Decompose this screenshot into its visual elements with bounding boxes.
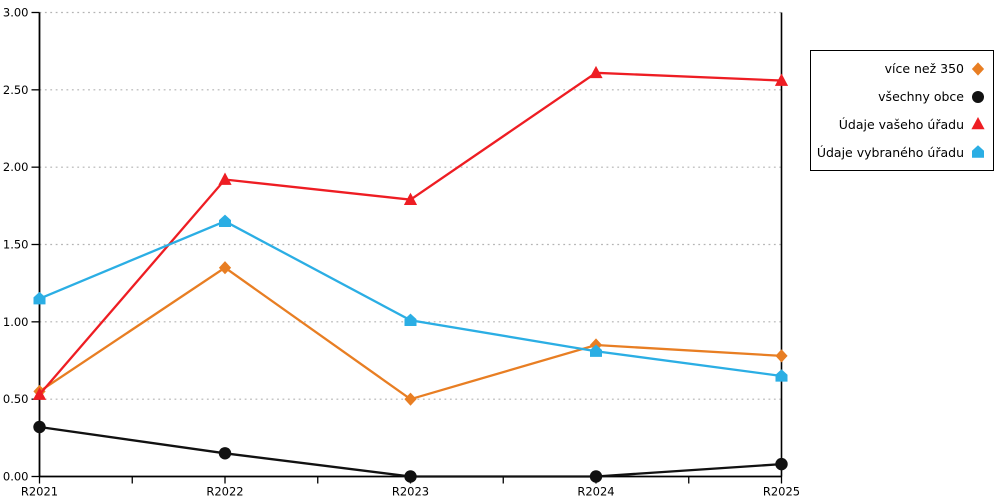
x-tick-label: R2025: [763, 485, 800, 499]
legend-label: Údaje vybraného úřadu: [816, 144, 964, 160]
data-point-triangle: [403, 192, 418, 205]
data-point-pentagon: [775, 369, 788, 382]
legend-item-vice-nez-350: více než 350: [815, 61, 985, 76]
y-tick-label: 2.50: [3, 83, 29, 97]
data-point-diamond: [775, 349, 788, 363]
x-tick-label: R2022: [206, 485, 243, 499]
y-tick-label: 1.00: [3, 315, 29, 329]
data-point-diamond: [404, 392, 417, 406]
legend-item-vsechny-obce: všechny obce: [815, 89, 985, 104]
legend-marker-circle-icon: [972, 90, 984, 103]
legend-marker-diamond-icon: [971, 62, 985, 76]
data-point-circle: [404, 470, 417, 483]
legend-marker-pentagon-icon: [972, 145, 984, 158]
series-line-3: [39, 220, 782, 378]
legend-item-udaje-vybraneho-uradu: Údaje vybraného úřadu: [815, 145, 985, 160]
data-point-pentagon: [33, 291, 46, 305]
y-tick-label: 2.00: [3, 160, 29, 174]
series-line-2: [38, 71, 782, 396]
data-point-circle: [33, 420, 46, 434]
x-tick-label: R2024: [577, 485, 614, 499]
legend-label: Údaje vašeho úřadu: [838, 116, 964, 132]
data-point-circle: [775, 457, 788, 471]
data-point-circle: [218, 447, 232, 460]
y-tick-label: 0.50: [3, 392, 29, 406]
series-line-1: [39, 425, 782, 478]
y-tick-label: 1.50: [3, 238, 29, 252]
y-tick-label: 0.00: [3, 470, 29, 484]
data-point-diamond: [218, 261, 232, 275]
y-tick-label: 3.00: [3, 6, 29, 20]
data-point-triangle: [218, 172, 232, 185]
data-point-triangle: [589, 65, 603, 79]
x-tick-label: R2021: [21, 485, 58, 499]
data-point-circle: [589, 470, 603, 483]
x-tick-label: R2023: [392, 485, 429, 499]
data-point-pentagon: [404, 313, 417, 326]
data-point-pentagon: [590, 344, 602, 357]
legend-item-udaje-vaseho-uradu: Údaje vašeho úřadu: [815, 117, 985, 132]
legend-marker-triangle-icon: [971, 117, 985, 130]
data-point-triangle: [774, 73, 789, 86]
legend-label: více než 350: [884, 61, 964, 77]
series-line-0: [38, 266, 782, 401]
data-point-pentagon: [219, 214, 231, 227]
legend-label: všechny obce: [878, 89, 964, 105]
legend: více než 350 všechny obce Údaje vašeho ú…: [810, 50, 994, 171]
data-point-triangle: [32, 387, 47, 400]
